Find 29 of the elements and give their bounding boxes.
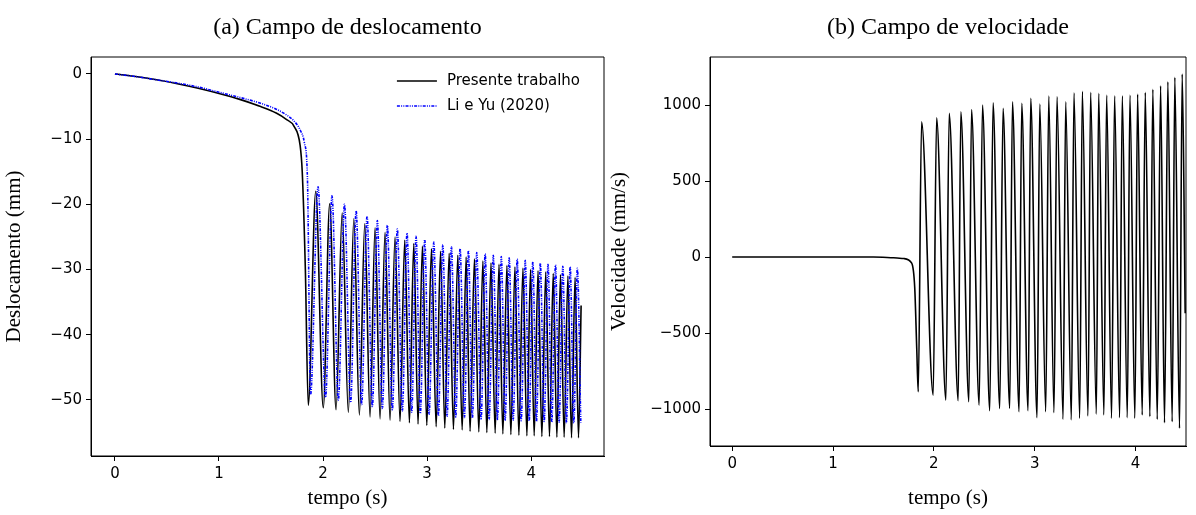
y-tick-label: 500 [672,170,701,189]
y-tick-label: 0 [72,63,82,82]
x-tick-label: 2 [318,463,328,482]
chart-title: (a) Campo de deslocamento [213,13,482,39]
legend-label: Presente trabalho [446,70,581,89]
x-tick-label: 1 [214,463,224,482]
x-tick-label: 2 [929,453,939,472]
chart-title: (b) Campo de velocidade [827,13,1069,39]
x-tick-label: 4 [1130,453,1141,472]
x-tick-label: 1 [828,453,838,472]
y-tick-label: −1000 [650,398,701,417]
x-axis-title: tempo (s) [908,484,988,509]
y-tick-label: −500 [659,322,701,341]
y-tick-label: −20 [50,194,82,213]
y-tick-label: −40 [50,324,82,343]
x-tick-label: 3 [422,463,432,482]
x-tick-label: 4 [526,463,536,482]
y-axis-title: Velocidade (mm/s) [606,171,631,332]
x-tick-label: 0 [727,453,737,472]
y-tick-label: −10 [50,129,82,148]
y-tick-label: −30 [50,259,82,278]
y-tick-label: 0 [691,246,701,265]
x-axis-title: tempo (s) [307,484,388,509]
y-tick-label: −50 [50,389,82,408]
x-tick-label: 3 [1029,453,1040,472]
y-tick-label: 1000 [662,94,701,113]
legend-label: Li e Yu (2020) [446,95,550,114]
y-axis-title: Deslocamento (mm) [1,170,26,343]
x-tick-label: 0 [110,463,120,482]
